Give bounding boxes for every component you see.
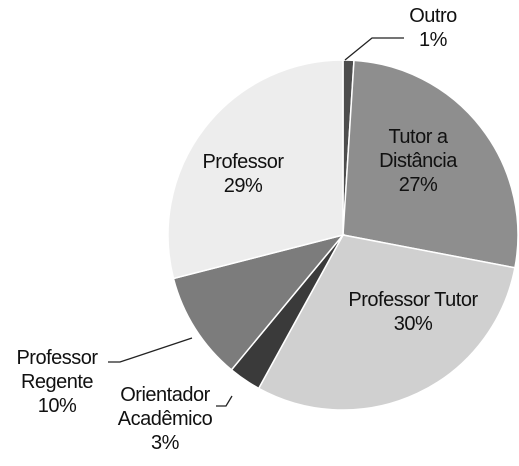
slice-label: Professor Regente 10%	[7, 346, 107, 418]
slice-label: Professor Tutor 30%	[328, 288, 498, 336]
pie-slice	[342, 59, 519, 269]
pie-slice	[257, 234, 516, 411]
leader-line	[216, 395, 233, 407]
slice-label: Professor 29%	[188, 150, 298, 198]
value-label: 30%	[393, 313, 433, 335]
value-label: 27%	[398, 174, 438, 196]
pie-slice	[167, 59, 344, 280]
slice-label: Tutor a Distância 27%	[363, 125, 473, 197]
category-name: Orientador Acadêmico	[117, 384, 213, 430]
leader-line	[108, 337, 193, 363]
category-name: Outro	[409, 5, 457, 27]
slice-label: Outro 1%	[393, 4, 473, 52]
pie-slice	[172, 233, 346, 371]
category-name: Tutor a Distância	[379, 126, 457, 172]
leader-line	[344, 37, 404, 61]
category-name: Professor	[202, 151, 284, 173]
value-label: 29%	[223, 175, 263, 197]
value-label: 1%	[419, 29, 447, 51]
value-label: 10%	[37, 395, 77, 417]
slice-label: Orientador Acadêmico 3%	[105, 383, 225, 455]
value-label: 3%	[151, 432, 179, 454]
category-name: Professor Regente	[16, 347, 98, 393]
category-name: Professor Tutor	[348, 289, 478, 311]
